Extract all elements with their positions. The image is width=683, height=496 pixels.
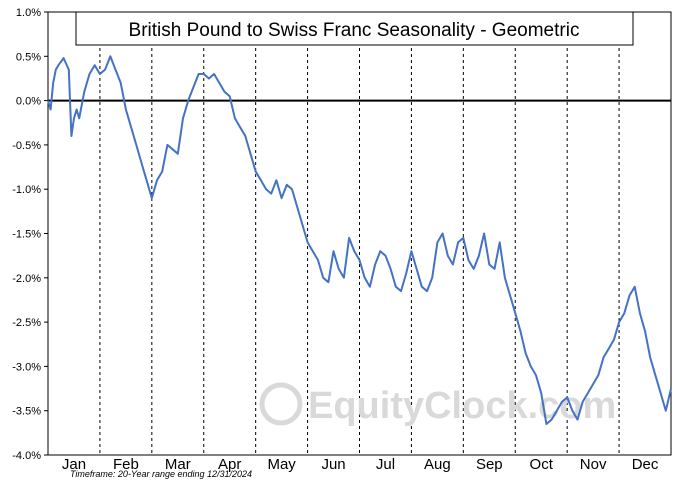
x-tick-label: Oct — [530, 456, 554, 473]
x-tick-label: Sep — [476, 456, 503, 473]
x-tick-label: May — [267, 456, 296, 473]
chart-title: British Pound to Swiss Franc Seasonality… — [129, 20, 580, 41]
axis-layer: 1.0% 0.5% 0.0% -0.5% -1.0% -1.5% -2.0% -2.5% -3.… — [12, 7, 672, 473]
chart-footnote: Timeframe: 20-Year range ending 12/31/20… — [70, 469, 252, 479]
x-tick-label: Feb — [113, 456, 139, 473]
y-tick-label: 0.0% — [16, 96, 41, 108]
y-tick-label: -1.5% — [12, 229, 41, 241]
watermark-logo-icon — [259, 382, 303, 426]
x-tick-label: Mar — [165, 456, 191, 473]
y-tick-label: -3.5% — [12, 406, 41, 418]
y-tick-label: -2.0% — [12, 273, 41, 285]
title-frame — [75, 11, 634, 46]
x-tick-label: Jan — [62, 456, 86, 473]
x-tick-label: Jun — [321, 456, 345, 473]
grid-layer — [99, 12, 620, 455]
y-tick-label: -3.0% — [12, 361, 41, 373]
series-line — [47, 55, 672, 425]
y-tick-label: -2.5% — [12, 317, 41, 329]
x-tick-label: Aug — [424, 456, 451, 473]
watermark: EquityClock.com — [259, 382, 616, 427]
x-tick-label: Apr — [218, 456, 241, 473]
x-tick-label: Dec — [632, 456, 659, 473]
y-tick-label: 0.5% — [16, 51, 41, 63]
y-tick-label: -0.5% — [12, 140, 41, 152]
y-tick-label: 1.0% — [16, 7, 41, 19]
watermark-text: EquityClock.com — [308, 385, 616, 427]
x-tick-label: Jul — [376, 456, 395, 473]
x-tick-label: Nov — [580, 456, 607, 473]
title-box: British Pound to Swiss Franc Seasonality… — [75, 11, 634, 46]
series-layer — [47, 55, 672, 425]
y-tick-label: -1.0% — [12, 184, 41, 196]
y-tick-label: -4.0% — [12, 450, 41, 462]
